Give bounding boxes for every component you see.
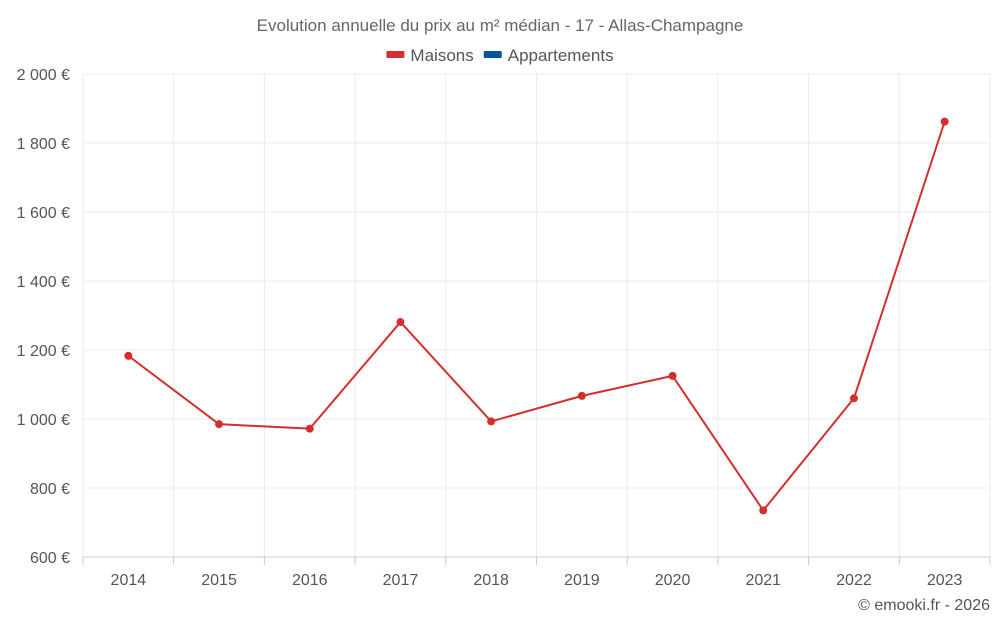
data-point[interactable]: [759, 506, 768, 515]
data-point[interactable]: [849, 394, 858, 403]
y-tick-label: 800 €: [30, 481, 70, 498]
data-point[interactable]: [487, 417, 496, 426]
x-tick-label: 2019: [564, 572, 600, 589]
x-tick-label: 2018: [473, 572, 509, 589]
x-axis-ticks: 2014 2015 2016 2017 2018 2019 2020 2021 2022 2023: [111, 572, 963, 589]
y-tick-label: 1 200 €: [17, 343, 70, 360]
data-point[interactable]: [940, 117, 949, 126]
x-tick-label: 2017: [383, 572, 419, 589]
legend[interactable]: Maisons Appartements: [386, 46, 614, 65]
x-tick-label: 2014: [111, 572, 147, 589]
data-point[interactable]: [215, 420, 224, 429]
data-point[interactable]: [124, 351, 133, 360]
x-tick-label: 2020: [655, 572, 691, 589]
legend-label: Maisons: [410, 46, 473, 65]
y-tick-label: 1 400 €: [17, 274, 70, 291]
series-layer: [124, 117, 949, 515]
y-tick-label: 600 €: [30, 550, 70, 567]
x-tick-label: 2021: [745, 572, 781, 589]
data-point[interactable]: [305, 424, 314, 433]
x-tick-label: 2016: [292, 572, 328, 589]
y-tick-label: 2 000 €: [17, 67, 70, 84]
legend-swatch: [483, 51, 502, 58]
y-axis-ticks: 600 € 800 € 1 000 € 1 200 € 1 400 € 1 600 € 1 …: [17, 67, 70, 567]
credit-text: © emooki.fr - 2026: [858, 597, 990, 614]
legend-swatch: [386, 51, 405, 58]
data-point[interactable]: [396, 318, 405, 327]
legend-item-maisons[interactable]: Maisons: [386, 46, 474, 65]
data-point[interactable]: [577, 391, 586, 400]
y-tick-label: 1 600 €: [17, 205, 70, 222]
x-tick-label: 2015: [201, 572, 237, 589]
legend-item-appartements[interactable]: Appartements: [483, 46, 614, 65]
series-line-maisons: [127, 121, 946, 512]
y-tick-label: 1 800 €: [17, 136, 70, 153]
axes: [82, 556, 991, 565]
data-point[interactable]: [668, 371, 677, 380]
grid-lines: [82, 73, 991, 557]
legend-label: Appartements: [508, 46, 614, 65]
x-tick-label: 2023: [927, 572, 963, 589]
x-tick-label: 2022: [836, 572, 872, 589]
y-tick-label: 1 000 €: [17, 412, 70, 429]
chart-title: Evolution annuelle du prix au m² médian …: [257, 16, 744, 35]
